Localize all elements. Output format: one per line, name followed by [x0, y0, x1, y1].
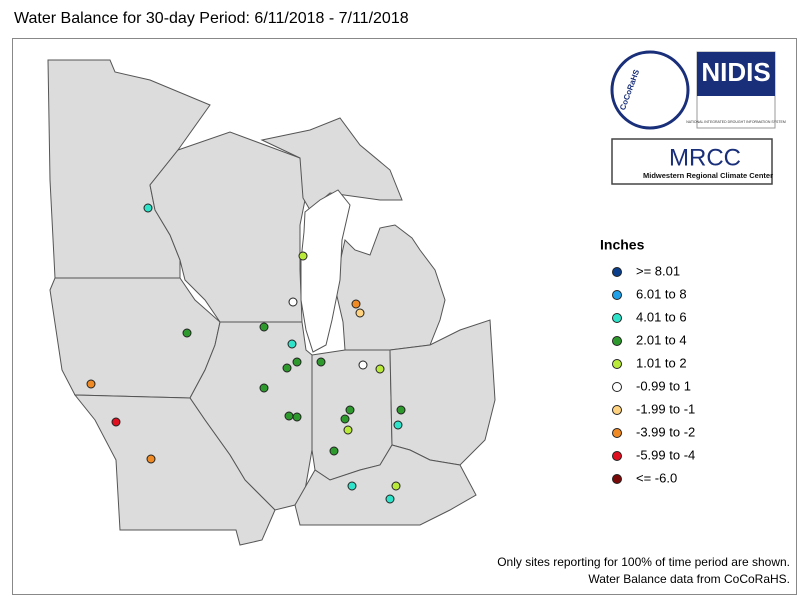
legend-label: 6.01 to 8 [636, 286, 687, 301]
site-marker [345, 405, 355, 415]
site-marker [143, 203, 153, 213]
frame [12, 38, 797, 595]
legend-title: Inches [600, 237, 645, 253]
site-marker [292, 357, 302, 367]
site-marker [292, 412, 302, 422]
legend-label: -0.99 to 1 [636, 378, 691, 393]
mrcc-subtext: Midwestern Regional Climate Center [643, 171, 773, 180]
site-marker [298, 251, 308, 261]
site-marker [259, 322, 269, 332]
legend-label: >= 8.01 [636, 263, 680, 278]
missouri [73, 394, 276, 546]
michigan-upper [260, 117, 403, 211]
lake-michigan [300, 189, 351, 353]
site-marker [343, 425, 353, 435]
kentucky [294, 444, 477, 526]
nidis-subtext: NATIONAL INTEGRATED DROUGHT INFORMATION … [686, 120, 786, 124]
site-marker [259, 383, 269, 393]
legend-marker [612, 267, 622, 277]
legend: >= 8.01 6.01 to 8 4.01 to 6 2.01 to 4 1.01 t… [612, 263, 695, 485]
site-marker [287, 339, 297, 349]
site-marker [316, 357, 326, 367]
legend-marker [612, 313, 622, 323]
cocorahs-logo [610, 50, 690, 130]
legend-label: 1.01 to 2 [636, 355, 687, 370]
legend-label: -3.99 to -2 [636, 424, 695, 439]
site-marker [351, 299, 361, 309]
legend-marker [612, 428, 622, 438]
site-marker [329, 446, 339, 456]
legend-marker [612, 336, 622, 346]
nidis-band [697, 52, 775, 96]
site-marker [146, 454, 156, 464]
legend-marker [612, 359, 622, 369]
legend-marker [612, 290, 622, 300]
site-marker [288, 297, 298, 307]
note: Water Balance data from CoCoRaHS. [588, 572, 790, 586]
site-marker [340, 414, 350, 424]
mrcc-logo [611, 138, 773, 185]
site-marker [358, 360, 368, 370]
legend-marker [612, 405, 622, 415]
legend-marker [612, 382, 622, 392]
site-marker [284, 411, 294, 421]
site-marker [391, 481, 401, 491]
site-marker [355, 308, 365, 318]
sites [86, 203, 406, 504]
note: Only sites reporting for 100% of time pe… [497, 555, 790, 569]
legend-label: -5.99 to -4 [636, 447, 695, 462]
site-marker [86, 379, 96, 389]
logos: CoCoRaHS NIDIS NATIONAL INTEGRATED DROUG… [610, 50, 786, 185]
legend-label: <= -6.0 [636, 470, 677, 485]
title: Water Balance for 30-day Period: 6/11/20… [14, 10, 409, 27]
legend-marker [612, 451, 622, 461]
site-marker [396, 405, 406, 415]
site-marker [282, 363, 292, 373]
site-marker [111, 417, 121, 427]
nidis-text: NIDIS [701, 57, 770, 87]
site-marker [393, 420, 403, 430]
legend-label: -1.99 to -1 [636, 401, 695, 416]
legend-label: 2.01 to 4 [636, 332, 687, 347]
legend-label: 4.01 to 6 [636, 309, 687, 324]
site-marker [385, 494, 395, 504]
site-marker [347, 481, 357, 491]
site-marker [182, 328, 192, 338]
mrcc-text: MRCC [669, 144, 741, 171]
site-marker [375, 364, 385, 374]
legend-marker [612, 474, 622, 484]
